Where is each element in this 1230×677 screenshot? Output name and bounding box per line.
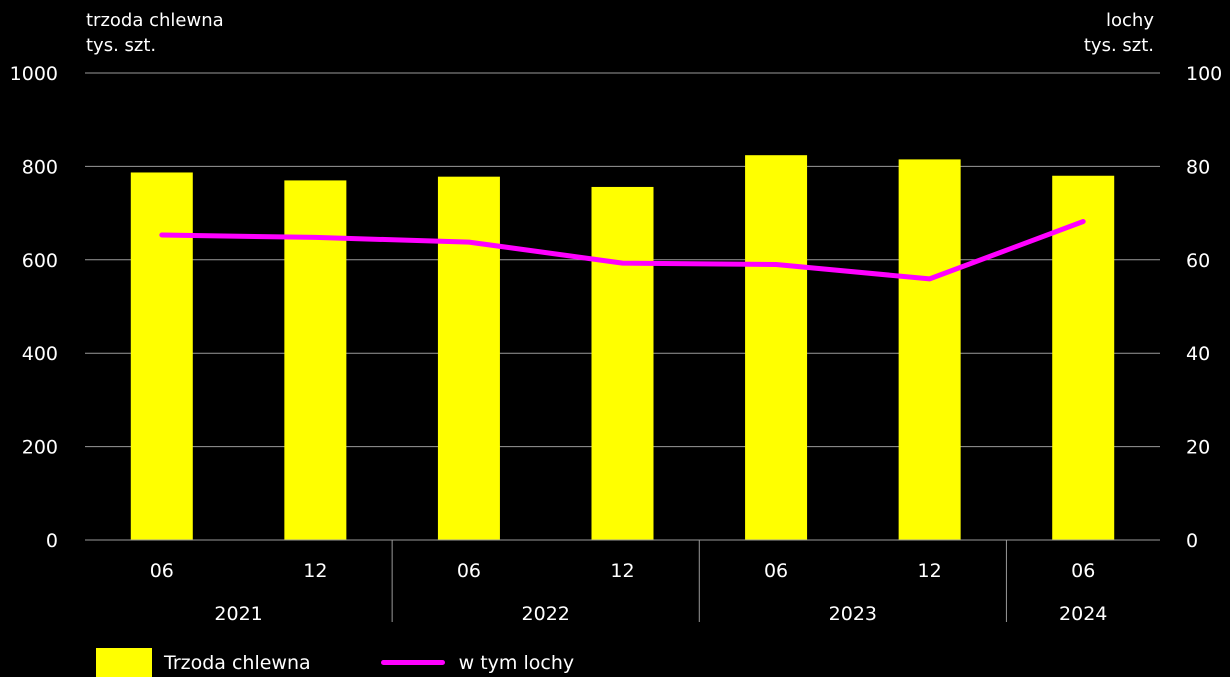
right-tick-label: 20 xyxy=(1186,437,1210,459)
line-layer xyxy=(159,219,1086,282)
legend-bar-label: Trzoda chlewna xyxy=(164,651,311,674)
bar xyxy=(437,176,500,540)
bar xyxy=(745,155,808,540)
legend-item-line: w tym lochy xyxy=(380,651,575,674)
year-label: 2024 xyxy=(1059,603,1107,625)
x-tick-label: 12 xyxy=(610,560,634,582)
right-axis-title-line1: lochy xyxy=(1106,10,1154,31)
legend-bar-swatch xyxy=(96,648,152,677)
left-tick-label: 600 xyxy=(22,250,58,272)
year-label: 2023 xyxy=(829,603,877,625)
left-tick-label: 1000 xyxy=(10,63,58,85)
left-tick-label: 400 xyxy=(22,343,58,365)
x-tick-label: 06 xyxy=(457,560,481,582)
axis-layer: 0 200 400 600 800 1000 0 20 40 60 80 100 06 12 06 12 06 1… xyxy=(10,63,1223,625)
right-tick-label: 80 xyxy=(1186,156,1210,178)
year-label: 2022 xyxy=(522,603,570,625)
legend-line-label: w tym lochy xyxy=(458,651,575,674)
bars-layer xyxy=(130,155,1115,541)
x-tick-label: 12 xyxy=(918,560,942,582)
right-tick-label: 60 xyxy=(1186,250,1210,272)
right-tick-label: 100 xyxy=(1186,63,1222,85)
x-tick-label: 06 xyxy=(150,560,174,582)
legend: Trzoda chlewna w tym lochy xyxy=(96,648,574,677)
legend-item-bars: Trzoda chlewna xyxy=(96,648,311,677)
bar xyxy=(1052,175,1115,541)
bar xyxy=(284,180,347,540)
right-axis-title-line2: tys. szt. xyxy=(1084,35,1154,56)
x-tick-label: 12 xyxy=(303,560,327,582)
bar xyxy=(130,172,193,540)
legend-line-swatch xyxy=(380,660,445,665)
bar xyxy=(591,186,654,540)
series-line-lochy xyxy=(159,219,1086,282)
right-tick-label: 40 xyxy=(1186,343,1210,365)
chart-svg: trzoda chlewna tys. szt. lochy tys. szt.… xyxy=(10,10,1223,625)
left-tick-label: 200 xyxy=(22,437,58,459)
left-tick-label: 800 xyxy=(22,156,58,178)
left-tick-label: 0 xyxy=(46,530,58,552)
x-tick-label: 06 xyxy=(764,560,788,582)
bar xyxy=(898,159,961,540)
right-tick-label: 0 xyxy=(1186,530,1198,552)
year-label: 2021 xyxy=(214,603,262,625)
x-tick-label: 06 xyxy=(1071,560,1095,582)
left-axis-title-line1: trzoda chlewna xyxy=(86,10,224,31)
left-axis-title-line2: tys. szt. xyxy=(86,35,156,56)
